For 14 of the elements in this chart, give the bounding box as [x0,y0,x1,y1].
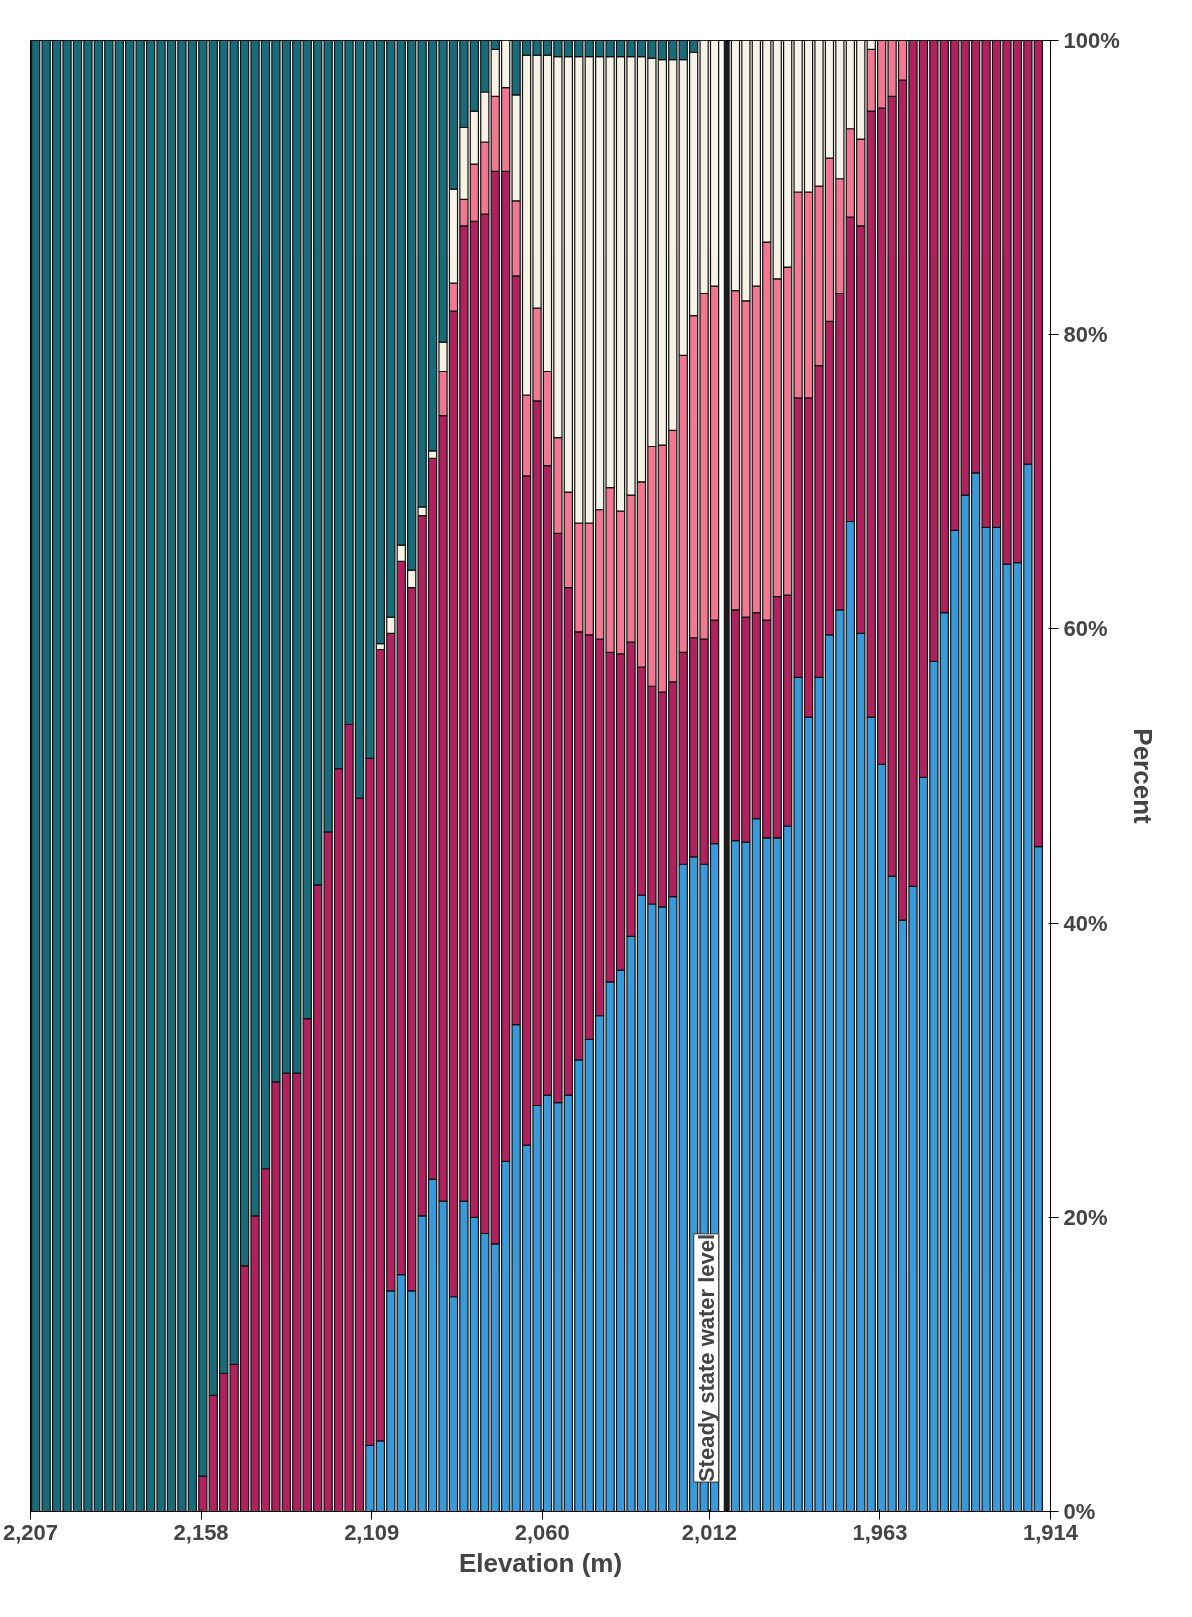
x-tick-label: 2,207 [2,1519,59,1545]
x-axis-title: Elevation (m) [458,1547,623,1578]
y-axis-title: Percent [1127,728,1158,825]
y-tick-label: 80% [1063,322,1108,348]
x-tick-label: 1,963 [852,1519,908,1545]
y-tick-label: 60% [1063,616,1108,642]
x-tick-label: 2,109 [344,1519,400,1545]
y-tick-label: 40% [1063,910,1108,936]
y-tick-label: 20% [1063,1204,1108,1230]
x-tick-label: 2,012 [681,1519,737,1545]
y-tick-label: 100% [1063,28,1120,53]
ref-line-label: Steady state water level [693,1233,719,1483]
x-tick-label: 2,060 [514,1519,570,1545]
x-tick-label: 2,158 [173,1519,229,1545]
